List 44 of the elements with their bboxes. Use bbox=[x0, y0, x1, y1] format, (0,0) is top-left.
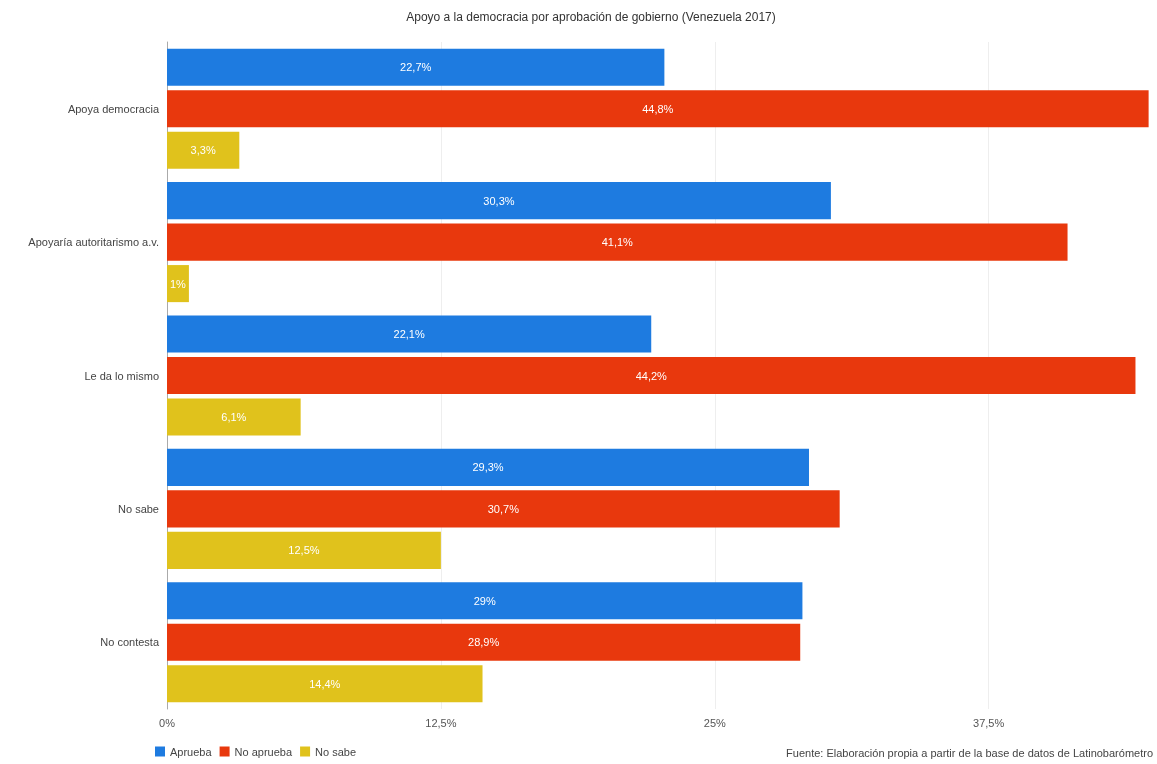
x-tick-label: 12,5% bbox=[425, 716, 457, 729]
data-label: 28,9% bbox=[468, 636, 500, 649]
x-tick-label: 37,5% bbox=[973, 716, 1005, 729]
bar bbox=[167, 531, 441, 569]
data-label: 44,8% bbox=[642, 102, 674, 115]
data-label: 14,4% bbox=[309, 677, 341, 690]
bar bbox=[167, 665, 483, 703]
y-tick-label: Apoya democracia bbox=[67, 102, 160, 115]
legend-label: No sabe bbox=[315, 745, 357, 758]
data-label: 29% bbox=[473, 594, 496, 607]
bar bbox=[167, 90, 1149, 128]
data-label: 29,3% bbox=[472, 461, 504, 474]
x-tick-label: 0% bbox=[159, 716, 176, 729]
bar bbox=[167, 490, 840, 528]
y-tick-label: No sabe bbox=[118, 502, 159, 515]
y-tick-label: Le da lo mismo bbox=[84, 369, 159, 382]
legend-label: Aprueba bbox=[170, 745, 213, 758]
source-note: Fuente: Elaboración propia a partir de la base de datos de Latinobarómetro bbox=[786, 746, 1153, 759]
bar bbox=[167, 48, 665, 86]
data-label: 12,5% bbox=[288, 544, 320, 557]
legend-label: No aprueba bbox=[234, 745, 293, 758]
data-label: 41,1% bbox=[601, 236, 634, 249]
bar bbox=[167, 398, 301, 436]
data-label: 1% bbox=[170, 277, 187, 290]
bar bbox=[167, 448, 809, 486]
bar bbox=[167, 315, 652, 353]
y-tick-label: Apoyaría autoritarismo a.v. bbox=[28, 236, 159, 249]
bar bbox=[167, 131, 240, 169]
data-label: 30,3% bbox=[483, 194, 515, 207]
data-label: 22,7% bbox=[400, 61, 432, 74]
data-label: 6,1% bbox=[221, 411, 247, 423]
data-label: 44,2% bbox=[635, 369, 668, 382]
bar bbox=[167, 265, 189, 303]
y-tick-label: No contesta bbox=[100, 636, 160, 649]
bar bbox=[167, 182, 831, 220]
data-label: 3,3% bbox=[190, 144, 216, 157]
chart-title: Apoyo a la democracia por aprobación de gobierno (Venezuela 2017) bbox=[406, 10, 776, 24]
x-tick-label: 25% bbox=[703, 716, 726, 729]
bar bbox=[167, 356, 1136, 395]
bar bbox=[167, 623, 801, 661]
bar bbox=[167, 223, 1068, 261]
data-label: 22,1% bbox=[393, 328, 425, 340]
bar bbox=[167, 582, 803, 620]
data-label: 30,7% bbox=[487, 502, 520, 515]
